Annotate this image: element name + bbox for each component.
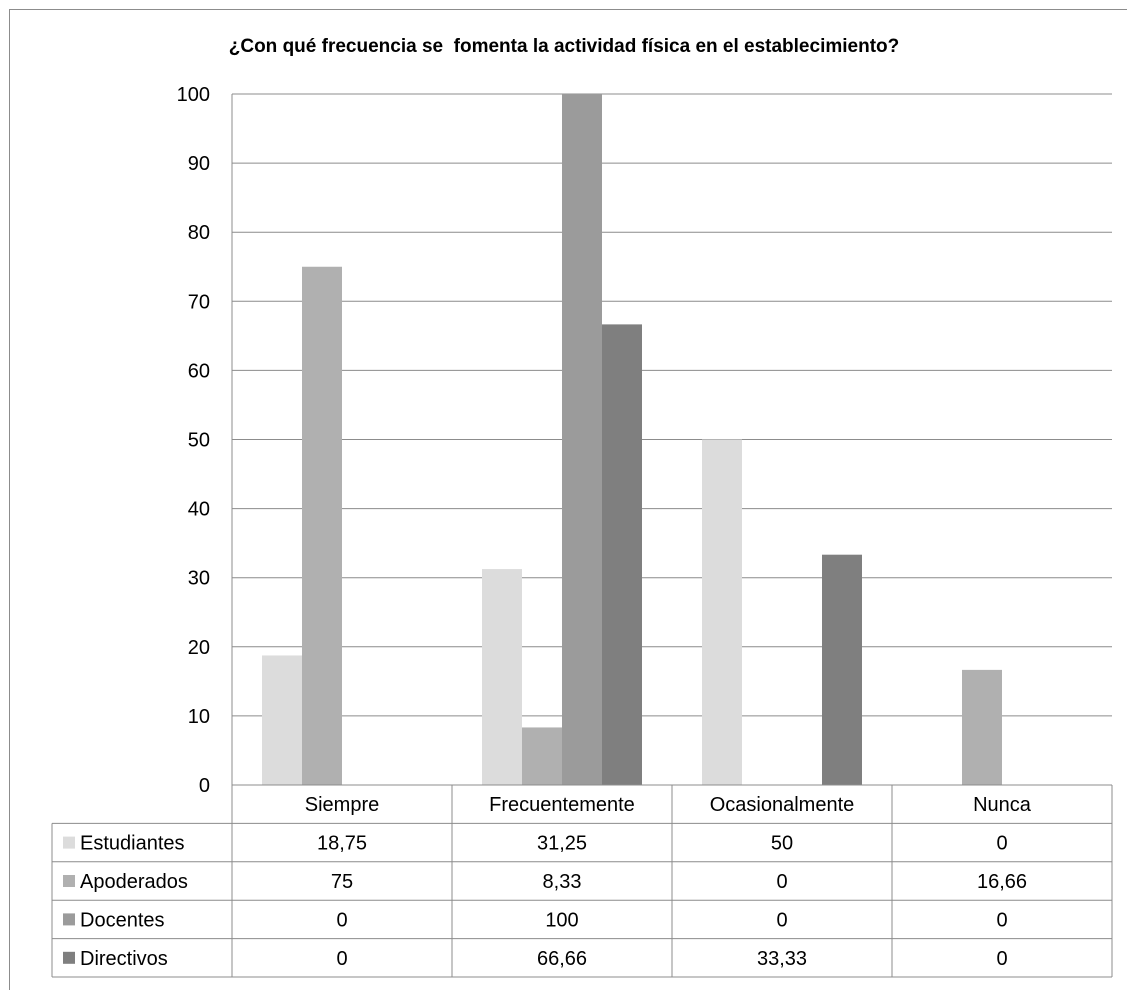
- legend-label-docentes: Docentes: [80, 909, 165, 931]
- bar-estudiantes-frecuentemente: [482, 569, 522, 785]
- y-tick-label: 10: [188, 706, 210, 728]
- y-tick-label: 70: [188, 291, 210, 313]
- legend-label-estudiantes: Estudiantes: [80, 833, 185, 855]
- bar-estudiantes-ocasionalmente: [702, 439, 742, 785]
- y-tick-label: 80: [188, 222, 210, 244]
- data-label: 50: [771, 833, 793, 855]
- y-tick-label: 40: [188, 499, 210, 521]
- data-label: 0: [996, 948, 1007, 970]
- bar-directivos-ocasionalmente: [822, 554, 862, 785]
- data-label: 0: [336, 909, 347, 931]
- y-tick-label: 60: [188, 360, 210, 382]
- bar-apoderados-nunca: [962, 669, 1002, 785]
- y-tick-label: 50: [188, 430, 210, 452]
- y-tick-label: 100: [177, 84, 210, 106]
- data-label: 0: [996, 909, 1007, 931]
- legend-label-apoderados: Apoderados: [80, 871, 188, 893]
- x-tick-label: Frecuentemente: [489, 794, 635, 816]
- chart-frame: [9, 9, 1127, 990]
- legend-swatch-apoderados: [63, 875, 75, 887]
- x-tick-label: Ocasionalmente: [710, 794, 855, 816]
- bar-apoderados-frecuentemente: [522, 727, 562, 785]
- y-tick-label: 90: [188, 153, 210, 175]
- legend-label-directivos: Directivos: [80, 948, 168, 970]
- data-label: 0: [336, 948, 347, 970]
- data-label: 33,33: [757, 948, 807, 970]
- legend-swatch-estudiantes: [63, 836, 75, 849]
- y-tick-label: 0: [199, 775, 210, 797]
- y-tick-label: 30: [188, 568, 210, 590]
- x-tick-label: Siempre: [305, 794, 379, 816]
- bar-apoderados-siempre: [302, 266, 342, 785]
- data-label: 0: [996, 833, 1007, 855]
- x-tick-label: Nunca: [973, 794, 1032, 816]
- data-label: 0: [776, 871, 787, 893]
- data-label: 75: [331, 871, 353, 893]
- bar-estudiantes-siempre: [262, 655, 302, 785]
- data-label: 0: [776, 909, 787, 931]
- bar-directivos-frecuentemente: [602, 324, 642, 785]
- data-label: 100: [545, 909, 578, 931]
- chart-title: ¿Con qué frecuencia se fomenta la activi…: [228, 36, 900, 57]
- legend-swatch-docentes: [63, 913, 75, 926]
- data-label: 8,33: [543, 871, 582, 893]
- data-label: 66,66: [537, 948, 587, 970]
- data-label: 18,75: [317, 833, 367, 855]
- y-tick-label: 20: [188, 637, 210, 659]
- data-label: 16,66: [977, 871, 1027, 893]
- bar-docentes-frecuentemente: [562, 94, 602, 785]
- data-label: 31,25: [537, 833, 587, 855]
- legend-swatch-directivos: [63, 951, 75, 964]
